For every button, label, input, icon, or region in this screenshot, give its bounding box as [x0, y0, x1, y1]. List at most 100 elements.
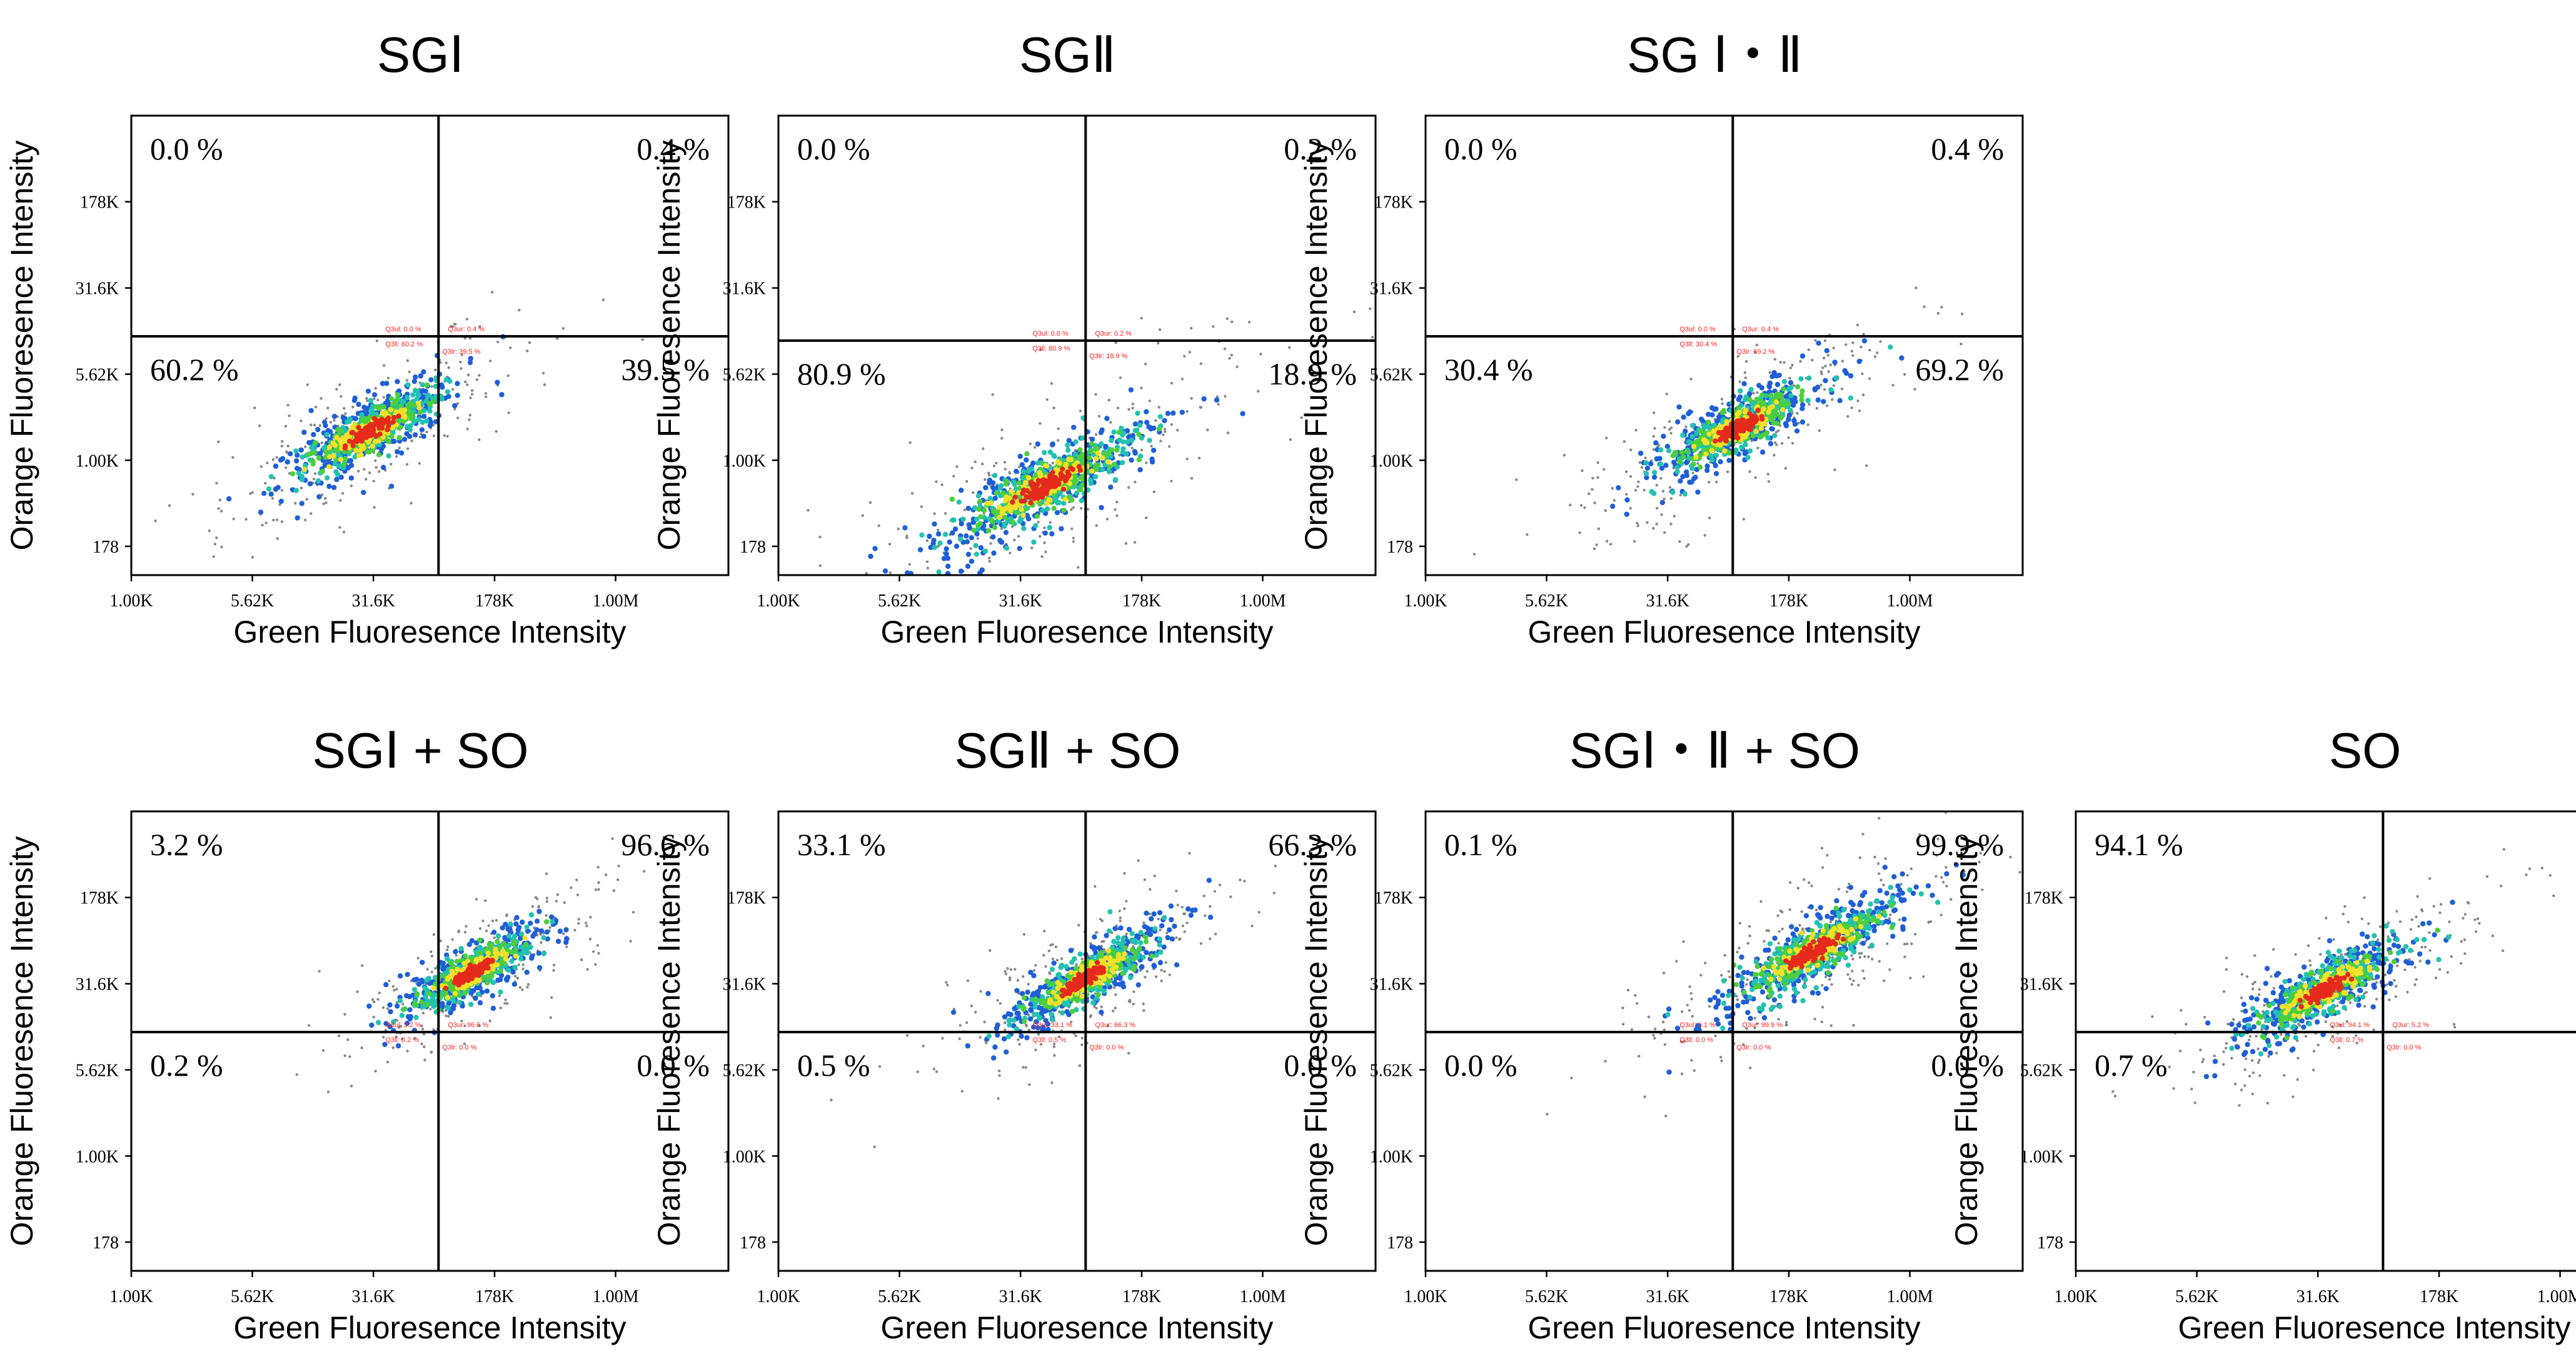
scatter-point: [446, 434, 449, 438]
density-point: [440, 966, 446, 972]
density-point: [1132, 449, 1138, 454]
density-point: [996, 504, 1002, 510]
scatter-point: [469, 396, 472, 399]
scatter-point: [286, 444, 289, 448]
scatter-point: [943, 512, 947, 515]
scatter-point: [325, 501, 328, 504]
scatter-point: [1865, 464, 1868, 468]
scatter-point: [244, 518, 248, 521]
scatter-point: [920, 505, 923, 508]
scatter-point: [1176, 428, 1179, 432]
density-point: [1747, 397, 1753, 403]
density-point: [1074, 490, 1080, 496]
quadrant-upper-left-percent: 0.0 %: [1444, 131, 1517, 166]
density-point: [1019, 506, 1024, 513]
scatter-point: [299, 419, 303, 423]
scatter-point: [952, 609, 954, 612]
density-point: [1156, 426, 1162, 432]
scatter-point: [1851, 354, 1854, 358]
y-tick-label: 178: [1387, 538, 1413, 557]
density-point: [1638, 450, 1644, 456]
density-point: [369, 1022, 375, 1028]
scatter-point: [1960, 312, 1964, 316]
plot-frame: [777, 114, 1377, 576]
scatter-point: [468, 418, 471, 421]
scatter-point: [1652, 527, 1655, 530]
density-point: [1054, 509, 1060, 516]
scatter-point: [208, 529, 211, 533]
density-point: [1042, 449, 1047, 456]
density-point: [315, 426, 321, 433]
scatter-point: [1140, 448, 1144, 452]
scatter-point: [974, 460, 977, 463]
density-point: [1119, 459, 1125, 466]
density-point: [1658, 461, 1664, 467]
scatter-point: [803, 686, 806, 688]
density-point: [278, 498, 284, 504]
density-point: [380, 434, 386, 440]
density-point: [1721, 434, 1728, 439]
plot-frame: [130, 114, 730, 576]
scatter-point: [1044, 550, 1047, 554]
density-point: [1691, 461, 1696, 467]
density-point: [1653, 440, 1659, 446]
density-point: [452, 403, 458, 409]
density-point: [1767, 380, 1773, 386]
density-point: [953, 543, 960, 549]
scatter-point: [1661, 489, 1665, 493]
density-point: [490, 1005, 496, 1011]
scatter-point: [1105, 518, 1109, 521]
scatter-point: [478, 438, 481, 441]
density-point: [1681, 454, 1686, 460]
density-point: [1888, 344, 1893, 350]
density-point: [1672, 449, 1678, 456]
scatter-point: [1638, 461, 1642, 464]
density-point: [331, 413, 338, 419]
scatter-point: [1070, 508, 1073, 511]
scatter-point: [1154, 419, 1157, 422]
scatter-point: [1789, 366, 1793, 369]
density-point: [1060, 466, 1065, 472]
density-point: [1700, 418, 1706, 424]
y-tick-label: 5.62K: [723, 365, 766, 384]
scatter-point: [1225, 317, 1229, 320]
scatter-point: [1077, 566, 1080, 569]
density-point: [1088, 449, 1094, 454]
density-point: [1079, 498, 1085, 504]
density-point: [1037, 469, 1042, 476]
scatter-point: [594, 888, 598, 891]
density-point: [550, 919, 555, 925]
density-point: [1781, 379, 1788, 384]
density-point: [1044, 463, 1050, 469]
density-point: [1774, 381, 1781, 388]
scatter-point: [1684, 425, 1688, 428]
density-point: [518, 956, 524, 962]
density-point: [1066, 456, 1072, 463]
density-point: [307, 481, 313, 487]
scatter-point: [1663, 531, 1666, 534]
scatter-point: [526, 985, 529, 989]
density-point: [412, 432, 418, 438]
density-point: [1078, 487, 1084, 493]
density-point: [355, 438, 361, 443]
density-point: [1780, 398, 1786, 404]
scatter-point: [1072, 540, 1075, 543]
scatter-point: [286, 403, 289, 407]
scatter-point: [1644, 456, 1647, 459]
density-point: [325, 428, 331, 433]
density-point: [445, 1005, 451, 1011]
density-point: [422, 985, 428, 991]
density-point: [1713, 453, 1719, 458]
density-point: [348, 463, 355, 468]
scatter-point: [1844, 343, 1848, 346]
density-point: [407, 410, 413, 416]
scatter-point: [1636, 485, 1639, 488]
scatter-point: [1819, 370, 1823, 373]
scatter-point: [1653, 426, 1656, 430]
scatter-point: [1936, 311, 1940, 315]
density-point: [1736, 396, 1742, 403]
scatter-point: [1832, 384, 1836, 388]
density-point: [1814, 384, 1821, 390]
density-point: [1024, 451, 1030, 456]
scatter-point: [580, 958, 583, 961]
